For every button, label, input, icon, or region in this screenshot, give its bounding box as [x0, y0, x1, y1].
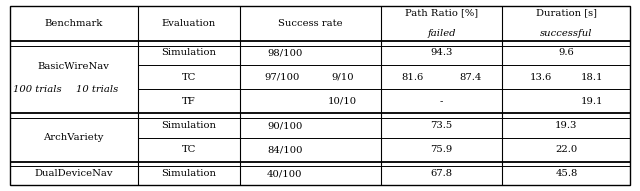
Text: BasicWireNav: BasicWireNav — [38, 62, 109, 71]
Text: 19.1: 19.1 — [580, 97, 604, 106]
Text: 73.5: 73.5 — [431, 121, 452, 130]
Text: DualDeviceNav: DualDeviceNav — [35, 169, 113, 178]
Text: Simulation: Simulation — [161, 121, 216, 130]
Text: 40/100: 40/100 — [267, 169, 303, 178]
Text: successful: successful — [540, 29, 593, 38]
Text: 81.6: 81.6 — [402, 73, 424, 82]
Text: 19.3: 19.3 — [556, 121, 577, 130]
Text: Simulation: Simulation — [161, 48, 216, 57]
Text: TC: TC — [182, 73, 196, 82]
Text: Evaluation: Evaluation — [162, 19, 216, 28]
Text: Path Ratio [%]: Path Ratio [%] — [405, 8, 478, 17]
Text: 45.8: 45.8 — [556, 169, 577, 178]
Text: 98/100: 98/100 — [267, 48, 303, 57]
Text: 18.1: 18.1 — [580, 73, 604, 82]
Text: Benchmark: Benchmark — [44, 19, 103, 28]
Text: 13.6: 13.6 — [530, 73, 552, 82]
Text: -: - — [440, 97, 444, 106]
Text: 100 trials: 100 trials — [13, 85, 62, 94]
Text: failed: failed — [428, 29, 456, 38]
Text: ArchVariety: ArchVariety — [44, 133, 104, 142]
Text: 10/10: 10/10 — [328, 97, 357, 106]
Text: Success rate: Success rate — [278, 19, 342, 28]
Text: Duration [s]: Duration [s] — [536, 8, 597, 17]
Text: 75.9: 75.9 — [431, 145, 452, 154]
Text: 9/10: 9/10 — [331, 73, 354, 82]
Text: 90/100: 90/100 — [267, 121, 303, 130]
Text: 87.4: 87.4 — [460, 73, 481, 82]
Text: 97/100: 97/100 — [264, 73, 300, 82]
Text: 94.3: 94.3 — [431, 48, 452, 57]
Text: 84/100: 84/100 — [267, 145, 303, 154]
Text: 67.8: 67.8 — [431, 169, 452, 178]
Text: Simulation: Simulation — [161, 169, 216, 178]
Text: TC: TC — [182, 145, 196, 154]
Text: 10 trials: 10 trials — [76, 85, 118, 94]
Text: 9.6: 9.6 — [559, 48, 574, 57]
Text: TF: TF — [182, 97, 196, 106]
Text: 22.0: 22.0 — [556, 145, 577, 154]
